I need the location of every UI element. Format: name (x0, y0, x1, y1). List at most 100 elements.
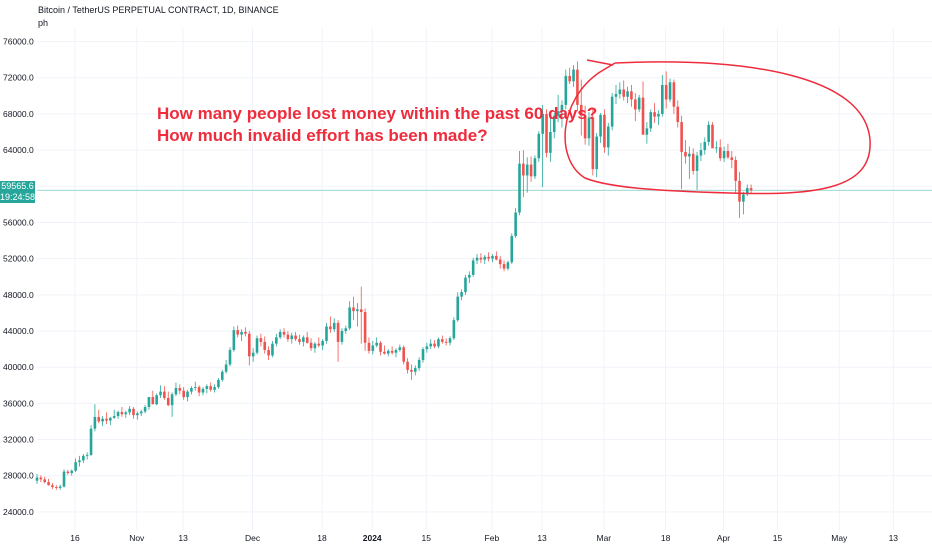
candle-body (579, 104, 583, 116)
candle (518, 151, 521, 216)
y-tick-label: 52000.0 (3, 254, 34, 264)
candle (560, 100, 564, 128)
candle-body (136, 413, 139, 416)
candle-body (498, 259, 502, 265)
candle-body (302, 337, 305, 342)
candle (294, 331, 297, 341)
candle (170, 392, 174, 417)
symbol-title: Bitcoin / TetherUS PERPETUAL CONTRACT, 1… (38, 5, 279, 15)
candle-body (120, 411, 124, 415)
candle-body (614, 94, 618, 97)
candle (498, 255, 502, 269)
candle (97, 409, 101, 424)
candle (55, 485, 58, 490)
candle (614, 84, 618, 104)
candle (66, 469, 70, 475)
candle (201, 387, 205, 396)
candle-body (166, 397, 170, 406)
candle-body (275, 337, 278, 344)
candle (448, 336, 452, 346)
candle (634, 93, 637, 122)
candle-body (209, 386, 212, 390)
candle (676, 100, 680, 128)
candle-body (618, 89, 622, 95)
candle (394, 348, 398, 358)
candle-body (228, 350, 232, 365)
candle (421, 347, 425, 363)
candle-body (155, 395, 158, 405)
candle (510, 233, 514, 265)
candle-body (97, 416, 101, 422)
candle-body (576, 69, 579, 105)
candle-body (630, 91, 633, 100)
candle-body (514, 212, 517, 237)
candle-body (522, 163, 525, 176)
candle (386, 349, 390, 357)
candle-body (518, 163, 521, 213)
y-tick-label: 28000.0 (3, 471, 34, 481)
candle (606, 122, 610, 156)
y-tick-label: 76000.0 (3, 37, 34, 47)
candle-body (413, 368, 417, 372)
candle-body (259, 338, 263, 342)
candle-body (101, 418, 104, 422)
candle (240, 329, 243, 341)
candle (587, 112, 591, 146)
candle-body (506, 262, 510, 269)
candle-body (749, 188, 753, 191)
candle-body (730, 157, 734, 161)
x-tick-label: Mar (596, 533, 611, 543)
candle (217, 378, 220, 389)
candle (213, 384, 216, 393)
candle (444, 338, 448, 346)
candle-body (263, 341, 267, 351)
candle (730, 151, 734, 169)
candle (251, 348, 255, 362)
candle-body (244, 331, 247, 334)
candle (718, 139, 722, 161)
candle-body (398, 347, 402, 351)
candle (101, 416, 104, 426)
candle (406, 358, 409, 374)
candle (471, 257, 475, 277)
candle-body (85, 454, 89, 456)
candle-body (591, 117, 595, 170)
candle-body (417, 359, 421, 369)
candle-body (688, 153, 691, 157)
candle-body (583, 115, 587, 139)
candle-body (437, 339, 440, 347)
x-tick-label: 13 (889, 533, 899, 543)
candle-body (363, 312, 367, 343)
candle-body (193, 387, 197, 388)
candle (742, 191, 745, 215)
candle-body (452, 320, 456, 339)
candle-body (367, 342, 371, 351)
candle-body (645, 128, 649, 135)
candle (722, 146, 726, 162)
candle (186, 389, 189, 402)
candle (653, 103, 656, 123)
candle (352, 296, 355, 321)
candle-body (649, 112, 653, 129)
candle (336, 320, 340, 362)
candle (356, 302, 359, 327)
candle-body (726, 151, 730, 158)
candle (151, 390, 155, 405)
candle-body (606, 126, 610, 148)
candle-body (213, 387, 216, 390)
candle-body (147, 397, 151, 407)
candle (525, 157, 529, 193)
candle-body (502, 264, 506, 269)
x-tick-label: 18 (317, 533, 327, 543)
candle (228, 347, 232, 367)
candle-body (109, 417, 112, 421)
candle (244, 327, 247, 337)
candle (649, 109, 653, 133)
candle-body (722, 151, 726, 159)
candle-body (74, 462, 77, 471)
candle (267, 346, 270, 360)
y-tick-label: 64000.0 (3, 145, 34, 155)
candle (383, 345, 386, 355)
candle-body (321, 340, 324, 346)
